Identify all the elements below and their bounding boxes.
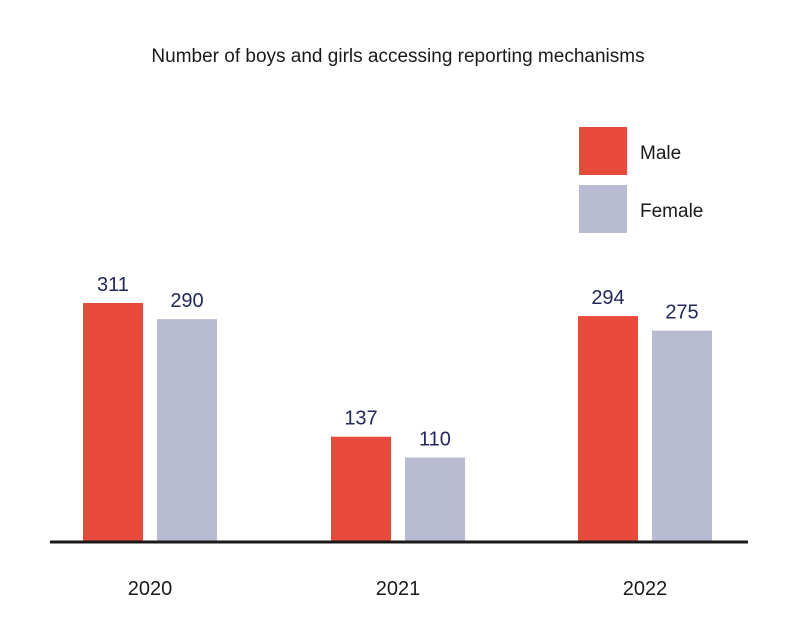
data-label-female-2022: 275 xyxy=(665,302,698,324)
x-tick-label-2022: 2022 xyxy=(623,578,668,600)
x-tick-label-2021: 2021 xyxy=(376,578,421,600)
legend-label-male: Male xyxy=(640,143,681,164)
legend: Male Female xyxy=(579,127,703,233)
legend-swatch-female xyxy=(579,185,627,233)
chart-title: Number of boys and girls accessing repor… xyxy=(151,46,644,67)
data-label-female-2020: 290 xyxy=(170,290,203,312)
bar-male-2020 xyxy=(83,303,143,542)
x-tick-label-2020: 2020 xyxy=(128,578,173,600)
bar-male-2021 xyxy=(331,436,391,542)
data-label-male-2021: 137 xyxy=(344,408,377,430)
bar-female-2022 xyxy=(652,330,712,542)
bar-female-2021 xyxy=(405,457,465,542)
data-label-female-2021: 110 xyxy=(419,428,451,450)
plot-area: 311 290 2020 137 110 2021 294 275 2022 xyxy=(83,274,712,600)
bar-male-2022 xyxy=(578,316,638,542)
legend-label-female: Female xyxy=(640,201,703,222)
legend-swatch-male xyxy=(579,127,627,175)
data-label-male-2020: 311 xyxy=(97,274,129,296)
data-label-male-2022: 294 xyxy=(591,287,624,309)
bar-female-2020 xyxy=(157,319,217,542)
